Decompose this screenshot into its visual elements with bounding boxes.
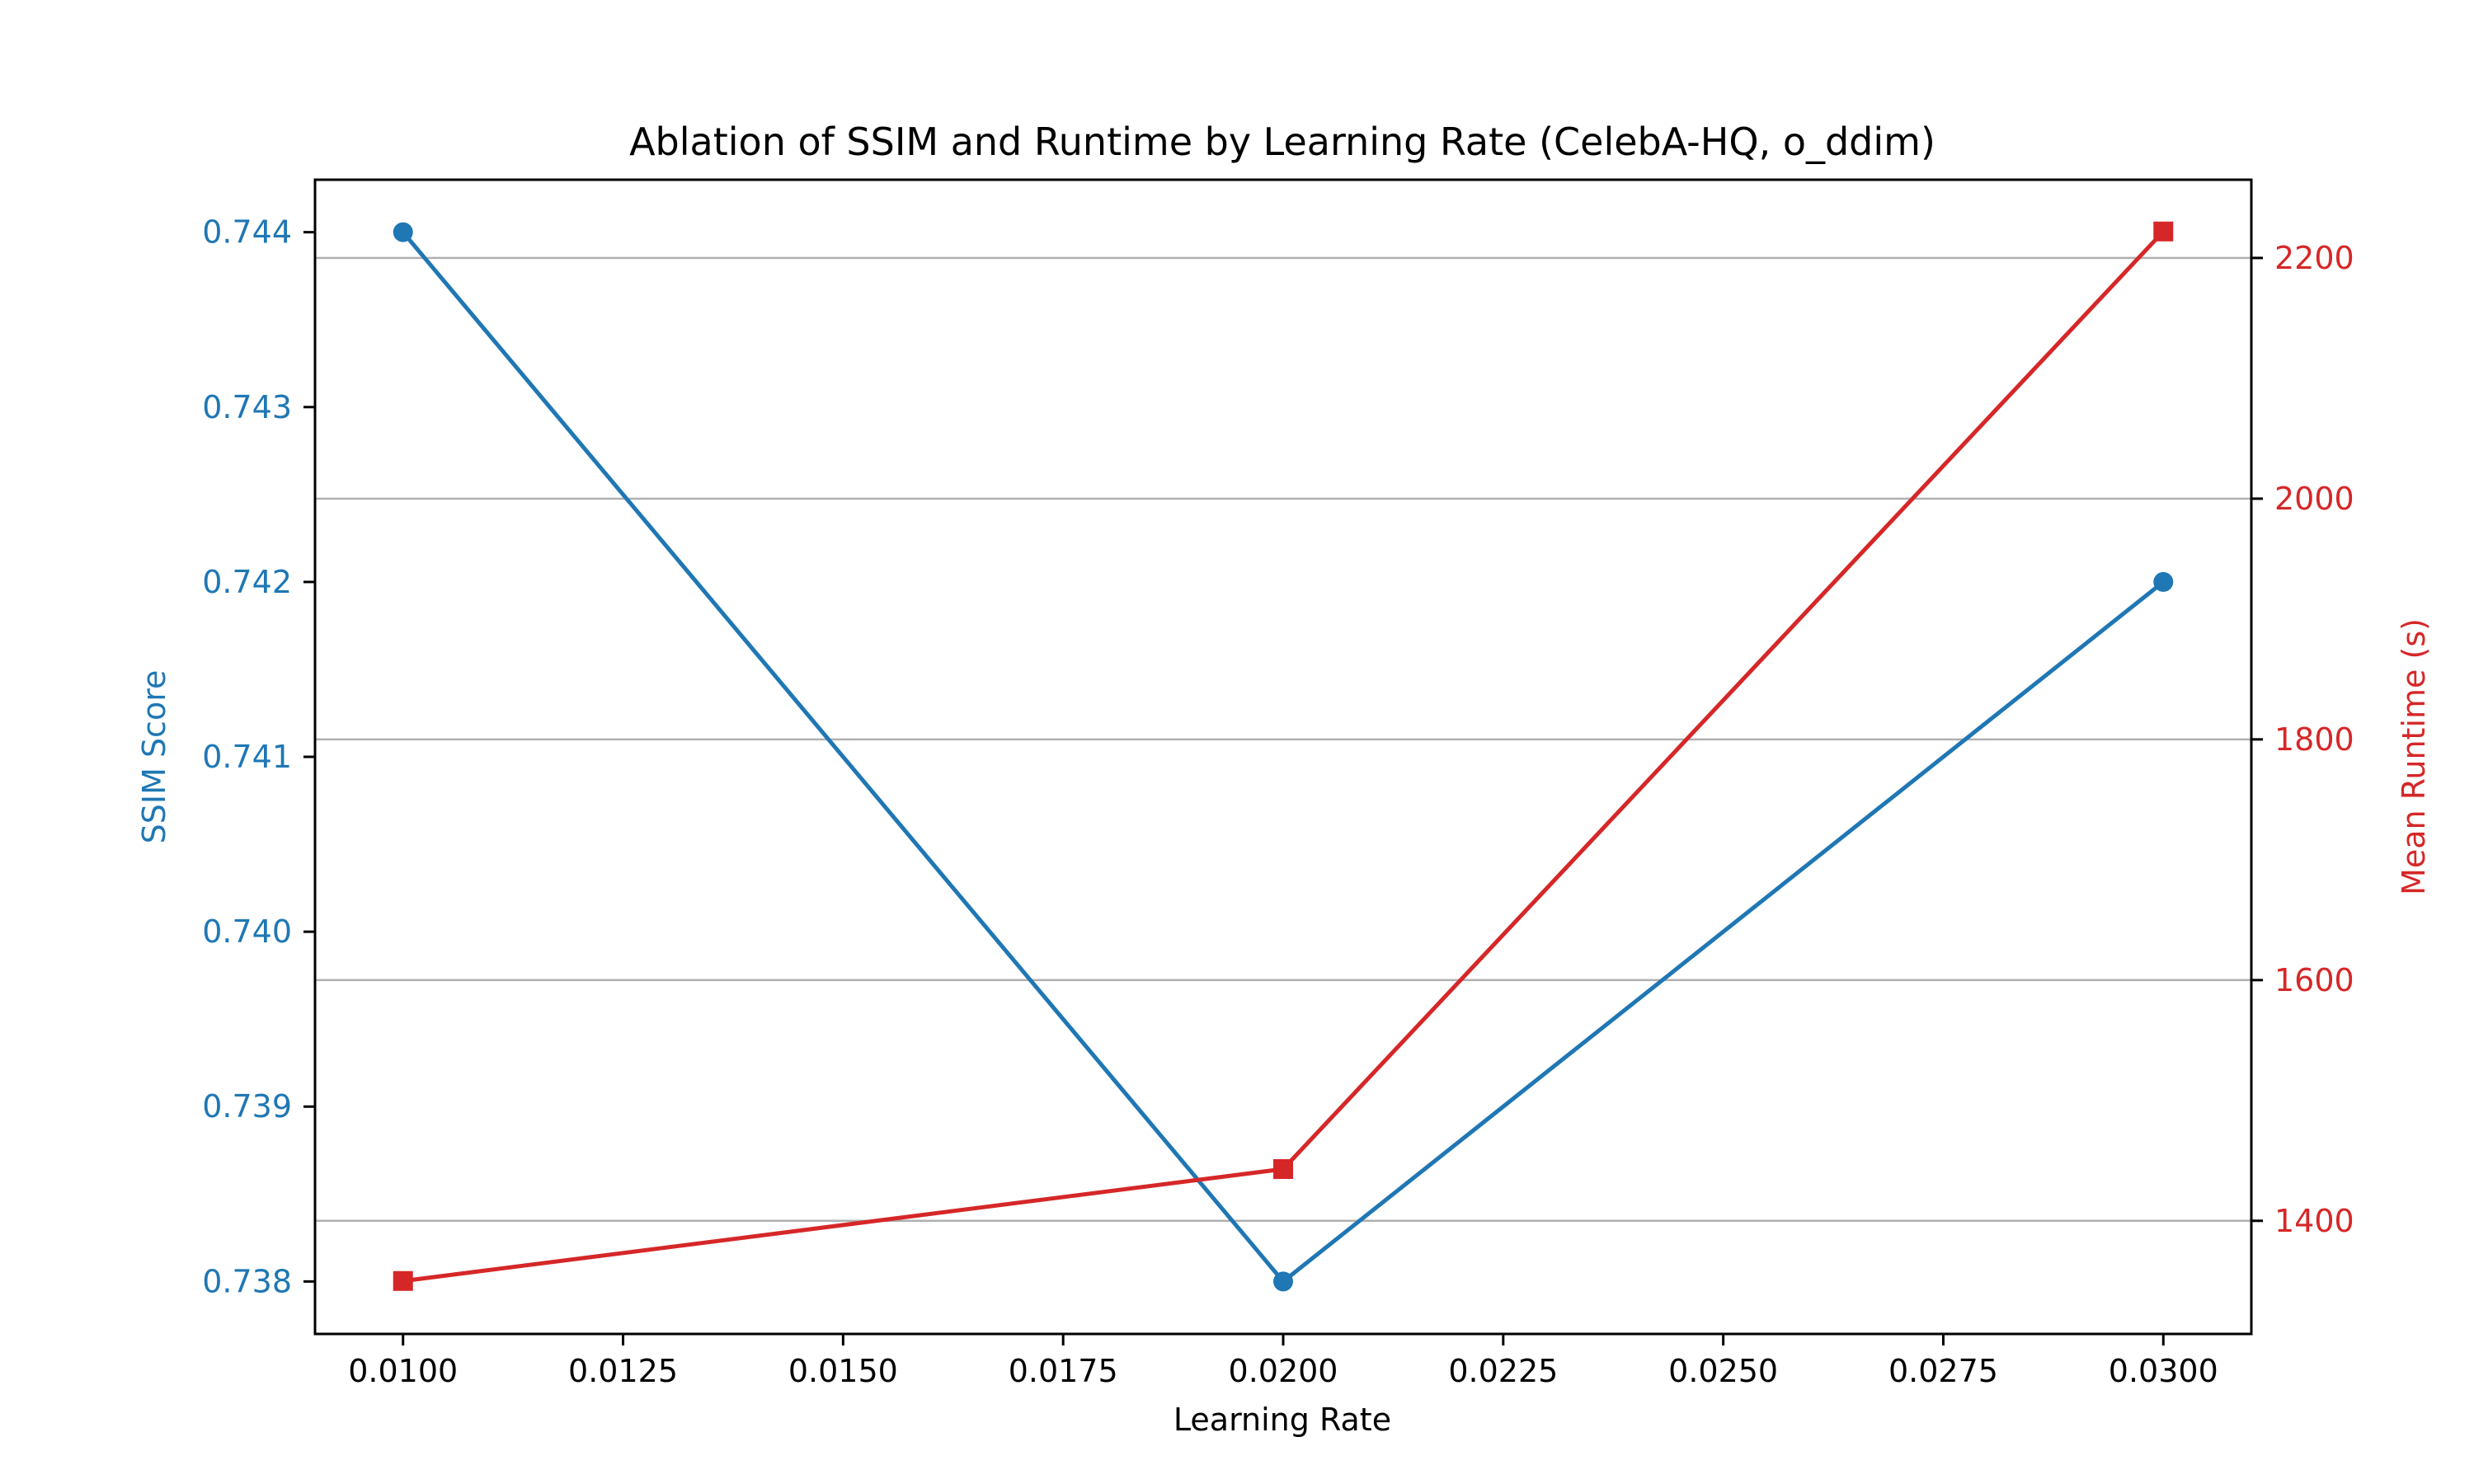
x-tick-label: 0.0275	[1888, 1353, 1998, 1389]
y-axis-label-right: Mean Runtime (s)	[2396, 618, 2432, 895]
y-left-tick-label: 0.744	[202, 214, 292, 251]
x-tick-label: 0.0225	[1448, 1353, 1558, 1389]
x-tick-label: 0.0150	[788, 1353, 898, 1389]
y-left-tick-label: 0.738	[202, 1263, 292, 1299]
y-right-tick-label: 1800	[2274, 721, 2354, 758]
ssim-series-line	[401, 231, 2165, 1284]
runtime-point	[393, 1270, 413, 1291]
y-right-tick-label: 2000	[2274, 481, 2354, 517]
y-right-tick-label: 1600	[2274, 962, 2354, 998]
y-left-tick-label: 0.739	[202, 1088, 292, 1125]
x-tick-label: 0.0100	[348, 1353, 458, 1389]
x-tick-label: 0.0300	[2109, 1353, 2218, 1389]
y-left-tick-label: 0.743	[202, 389, 292, 425]
y-axis-label-left: SSIM Score	[136, 670, 172, 844]
y-left-tick-label: 0.741	[202, 739, 292, 775]
ssim-point	[2153, 571, 2174, 592]
y-right-tick-label: 2200	[2274, 240, 2354, 276]
chart-title: Ablation of SSIM and Runtime by Learning…	[629, 120, 1935, 164]
x-tick-label: 0.0200	[1229, 1353, 1338, 1389]
ssim-point	[1273, 1271, 1293, 1292]
y-left-tick-label: 0.742	[202, 564, 292, 600]
runtime-point	[2153, 221, 2174, 242]
x-tick-label: 0.0175	[1009, 1353, 1118, 1389]
x-tick-label: 0.0250	[1668, 1353, 1778, 1389]
ssim-point	[393, 222, 413, 242]
axis-ticks: 0.0100 0.0125 0.0150 0.0175 0.0200 0.0225 0.02…	[202, 214, 2354, 1389]
runtime-series-line	[402, 230, 2166, 1284]
y-right-tick-label: 1400	[2274, 1203, 2354, 1239]
grid-lines	[315, 256, 2251, 1223]
series-lines	[393, 221, 2174, 1292]
y-left-tick-label: 0.740	[202, 913, 292, 950]
runtime-point	[1273, 1159, 1293, 1179]
x-axis-label: Learning Rate	[1174, 1402, 1391, 1438]
x-tick-label: 0.0125	[568, 1353, 678, 1389]
